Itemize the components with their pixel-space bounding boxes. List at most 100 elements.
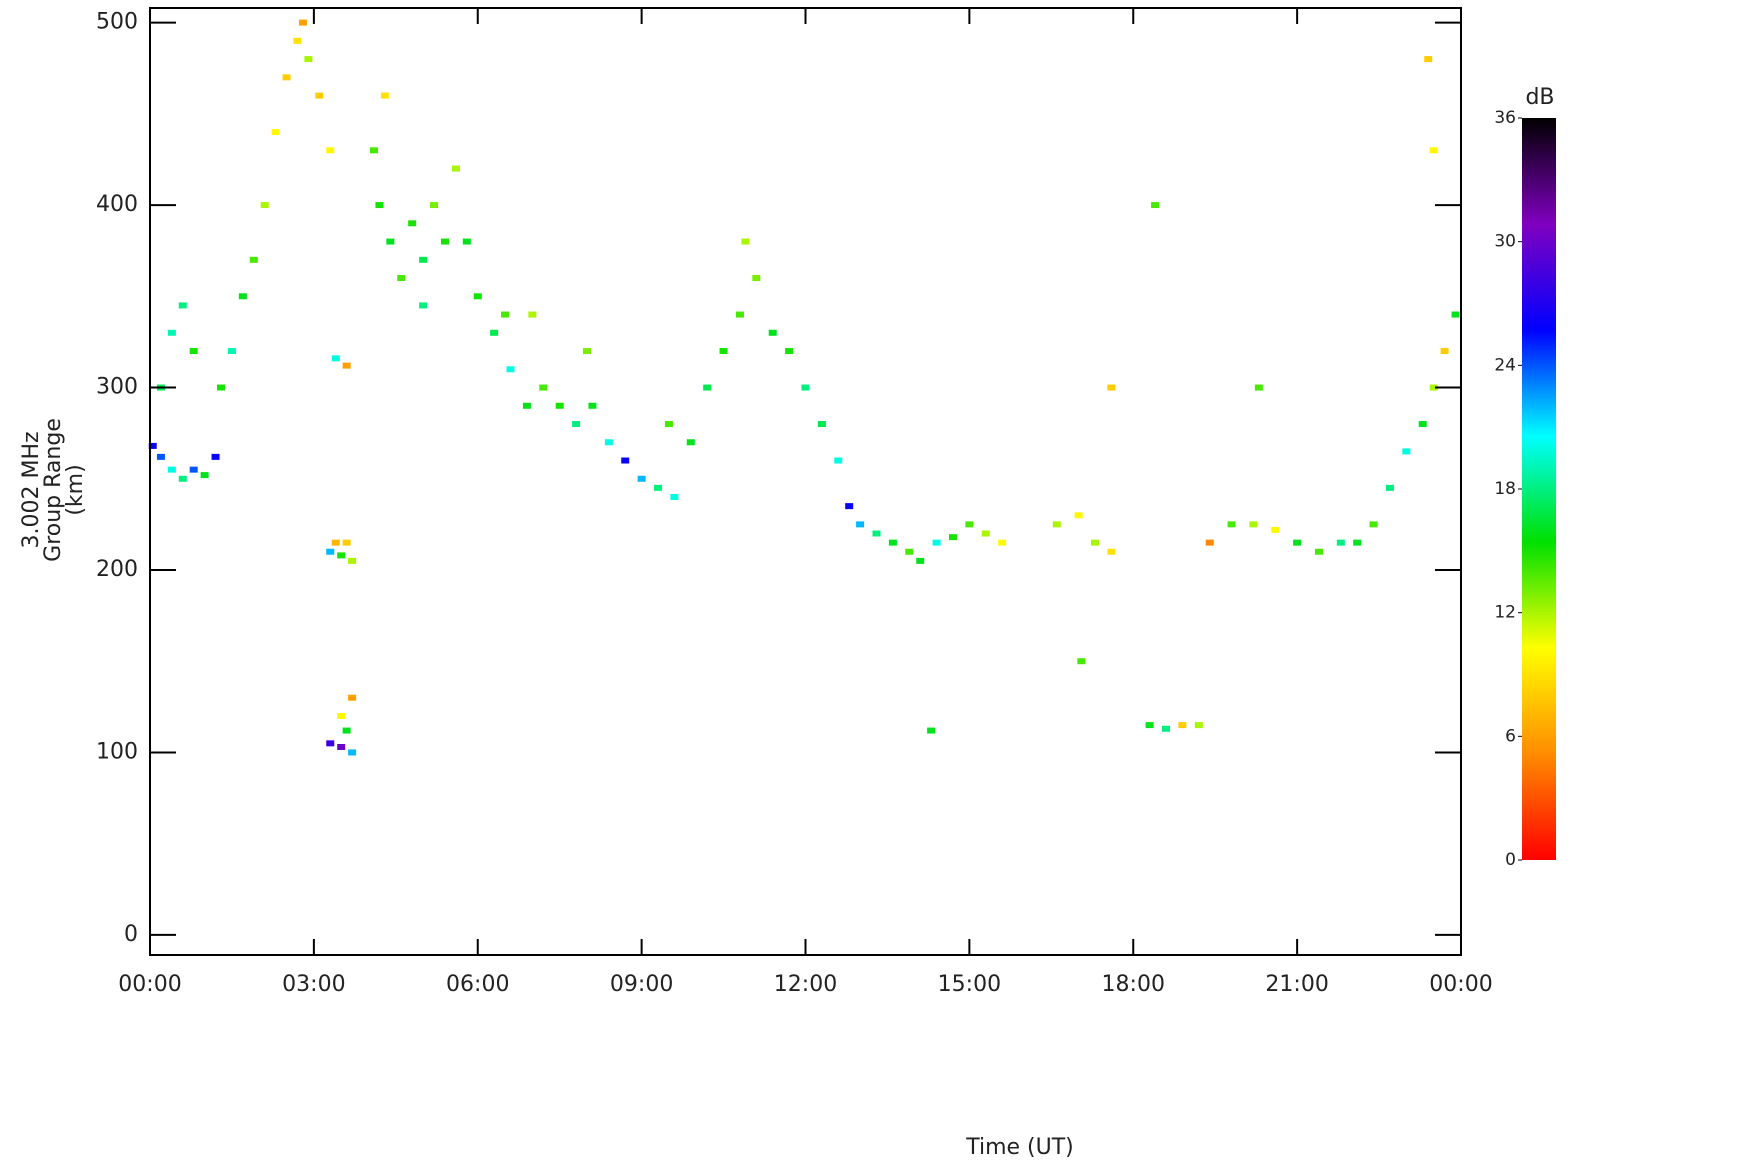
echo-point (397, 275, 406, 282)
echo-point (998, 539, 1007, 546)
echo-point (501, 311, 510, 318)
echo-point (1194, 722, 1203, 729)
y-tick-label: 200 (96, 557, 138, 582)
echo-point (506, 366, 515, 373)
echo-point (348, 694, 357, 701)
echo-point (1077, 658, 1086, 665)
echo-point (167, 329, 176, 336)
echo-point (490, 329, 499, 336)
echo-point (872, 530, 881, 537)
echo-point (348, 557, 357, 564)
y-axis-title-line: Group Range (41, 418, 66, 562)
echo-point (735, 311, 744, 318)
echo-point (342, 727, 351, 734)
echo-point (386, 238, 395, 245)
echo-point (326, 548, 335, 555)
echo-point (1424, 56, 1433, 63)
echo-point (217, 384, 226, 391)
y-axis-title: 3.002 MHz Group Range (km) (19, 418, 88, 562)
echo-point (1227, 521, 1236, 528)
echo-point (342, 539, 351, 546)
x-tick-label: 12:00 (774, 972, 837, 997)
echo-point (211, 453, 220, 460)
echo-point (380, 92, 389, 99)
echo-point (282, 74, 291, 81)
echo-point (1440, 348, 1449, 355)
echo-point (1249, 521, 1258, 528)
colorbar-tick-label: 6 (1505, 726, 1516, 746)
echo-point (473, 293, 482, 300)
echo-point (905, 548, 914, 555)
echo-point (1418, 421, 1427, 428)
echo-point (522, 402, 531, 409)
echo-point (1151, 202, 1160, 209)
x-tick-label: 09:00 (610, 972, 673, 997)
colorbar-title: dB (1525, 85, 1554, 110)
echo-point (1271, 526, 1280, 533)
echo-point (686, 439, 695, 446)
echo-point (637, 475, 646, 482)
y-axis-title-line: (km) (63, 464, 88, 515)
echo-point (916, 557, 925, 564)
echo-point (326, 740, 335, 747)
echo-point (271, 129, 280, 136)
echo-point (419, 302, 428, 309)
colorbar-tick-label: 36 (1494, 108, 1516, 128)
echo-point (927, 727, 936, 734)
colorbar (1522, 118, 1556, 860)
echo-point (167, 466, 176, 473)
x-tick-label: 15:00 (938, 972, 1001, 997)
colorbar-tick-label: 18 (1494, 479, 1516, 499)
echo-point (1074, 512, 1083, 519)
echo-point (965, 521, 974, 528)
y-tick-label: 100 (96, 739, 138, 764)
echo-point (664, 421, 673, 428)
colorbar-tick-label: 12 (1494, 603, 1516, 623)
echo-point (337, 552, 346, 559)
echo-point (148, 442, 157, 449)
echo-point (1145, 722, 1154, 729)
echo-point (1107, 384, 1116, 391)
echo-point (304, 56, 313, 63)
x-tick-label: 00:00 (1429, 972, 1492, 997)
x-axis-title: Time (UT) (965, 1135, 1074, 1160)
echo-point (572, 421, 581, 428)
x-tick-label: 18:00 (1102, 972, 1165, 997)
echo-point (227, 348, 236, 355)
echo-point (888, 539, 897, 546)
echo-point (801, 384, 810, 391)
echo-point (342, 362, 351, 369)
echo-point (462, 238, 471, 245)
echo-point (845, 503, 854, 510)
plot-frame (149, 7, 1462, 956)
echo-point (741, 238, 750, 245)
echo-point (719, 348, 728, 355)
echo-point (670, 494, 679, 501)
echo-point (932, 539, 941, 546)
echo-point (298, 19, 307, 26)
echo-point (156, 453, 165, 460)
echo-point (528, 311, 537, 318)
echo-point (293, 37, 302, 44)
echo-point (408, 220, 417, 227)
echo-point (785, 348, 794, 355)
echo-point (1429, 384, 1438, 391)
echo-point (1402, 448, 1411, 455)
echo-point (1385, 484, 1394, 491)
echo-point (1336, 539, 1345, 546)
echo-point (451, 165, 460, 172)
echo-point (419, 256, 428, 263)
echo-point (654, 484, 663, 491)
echo-point (1254, 384, 1263, 391)
echo-point (200, 472, 209, 479)
echo-point (260, 202, 269, 209)
y-tick-label: 0 (124, 922, 138, 947)
echo-point (768, 329, 777, 336)
echo-point (817, 421, 826, 428)
echo-point (1369, 521, 1378, 528)
echo-point (178, 475, 187, 482)
x-tick-label: 06:00 (446, 972, 509, 997)
y-tick-label: 500 (96, 10, 138, 35)
echo-point (238, 293, 247, 300)
